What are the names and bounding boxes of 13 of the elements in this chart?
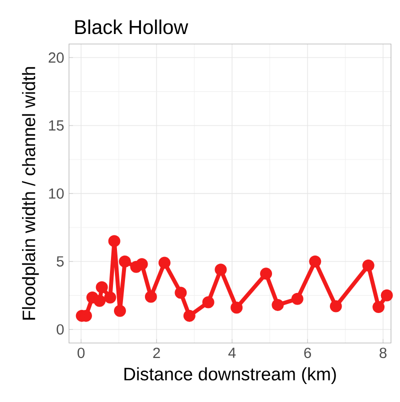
x-tick-label: 6 [304,348,311,358]
y-tick-label: 15 [49,120,64,131]
y-axis-title: Floodplain width / channel width [22,67,39,320]
x-axis-title: Distance downstream (km) [124,367,336,384]
x-tick-label: 0 [78,348,85,358]
y-tick-label: 0 [56,324,64,335]
y-tick-label: 10 [49,188,64,199]
x-tick-label: 8 [380,348,386,358]
x-tick-label: 4 [228,348,236,358]
y-tick-label: 20 [48,52,64,63]
chart-title: Black Hollow [75,20,188,34]
x-tick-label: 2 [153,348,160,358]
y-tick-label: 5 [56,256,64,267]
